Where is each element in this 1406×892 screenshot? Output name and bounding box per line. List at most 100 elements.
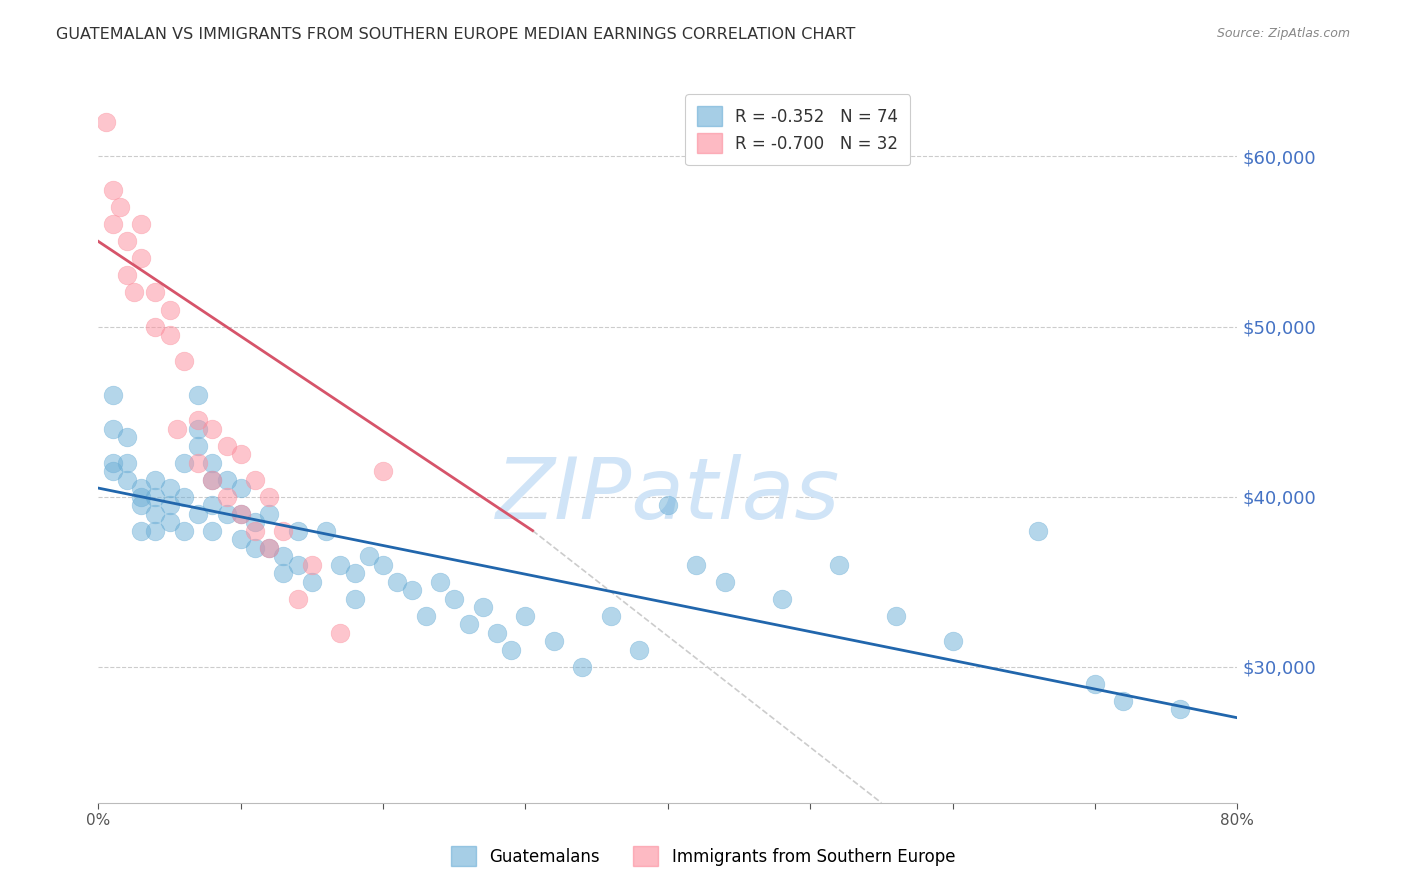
- Guatemalans: [201, 498, 224, 512]
- Text: ZIPatlas: ZIPatlas: [496, 454, 839, 537]
- Guatemalans: [145, 473, 167, 487]
- Guatemalans: [201, 473, 224, 487]
- Guatemalans: [387, 574, 409, 589]
- Guatemalans: [429, 574, 451, 589]
- Guatemalans: [159, 515, 181, 529]
- Guatemalans: [273, 549, 295, 563]
- Guatemalans: [543, 634, 565, 648]
- Guatemalans: [343, 591, 366, 606]
- Immigrants from Southern Europe: [215, 439, 238, 453]
- Legend: Guatemalans, Immigrants from Southern Europe: Guatemalans, Immigrants from Southern Eu…: [443, 838, 963, 875]
- Guatemalans: [315, 524, 337, 538]
- Immigrants from Southern Europe: [173, 353, 195, 368]
- Guatemalans: [770, 591, 793, 606]
- Guatemalans: [457, 617, 479, 632]
- Immigrants from Southern Europe: [329, 625, 352, 640]
- Immigrants from Southern Europe: [243, 524, 266, 538]
- Guatemalans: [243, 515, 266, 529]
- Immigrants from Southern Europe: [115, 268, 138, 283]
- Guatemalans: [159, 498, 181, 512]
- Guatemalans: [187, 387, 209, 401]
- Immigrants from Southern Europe: [101, 183, 124, 197]
- Guatemalans: [259, 541, 281, 555]
- Guatemalans: [115, 456, 138, 470]
- Guatemalans: [159, 481, 181, 495]
- Guatemalans: [600, 608, 623, 623]
- Guatemalans: [145, 490, 167, 504]
- Guatemalans: [515, 608, 537, 623]
- Guatemalans: [1112, 694, 1135, 708]
- Guatemalans: [1084, 677, 1107, 691]
- Guatemalans: [145, 524, 167, 538]
- Immigrants from Southern Europe: [259, 541, 281, 555]
- Guatemalans: [628, 642, 651, 657]
- Guatemalans: [415, 608, 437, 623]
- Guatemalans: [329, 558, 352, 572]
- Guatemalans: [714, 574, 737, 589]
- Guatemalans: [343, 566, 366, 581]
- Immigrants from Southern Europe: [145, 285, 167, 300]
- Guatemalans: [486, 625, 509, 640]
- Immigrants from Southern Europe: [94, 115, 117, 129]
- Immigrants from Southern Europe: [166, 421, 188, 435]
- Text: GUATEMALAN VS IMMIGRANTS FROM SOUTHERN EUROPE MEDIAN EARNINGS CORRELATION CHART: GUATEMALAN VS IMMIGRANTS FROM SOUTHERN E…: [56, 27, 856, 42]
- Guatemalans: [884, 608, 907, 623]
- Immigrants from Southern Europe: [101, 218, 124, 232]
- Guatemalans: [401, 583, 423, 598]
- Immigrants from Southern Europe: [287, 591, 309, 606]
- Guatemalans: [942, 634, 965, 648]
- Immigrants from Southern Europe: [301, 558, 323, 572]
- Immigrants from Southern Europe: [145, 319, 167, 334]
- Text: Source: ZipAtlas.com: Source: ZipAtlas.com: [1216, 27, 1350, 40]
- Guatemalans: [187, 507, 209, 521]
- Guatemalans: [229, 507, 252, 521]
- Guatemalans: [173, 456, 195, 470]
- Immigrants from Southern Europe: [159, 328, 181, 343]
- Immigrants from Southern Europe: [129, 252, 152, 266]
- Guatemalans: [101, 464, 124, 478]
- Guatemalans: [145, 507, 167, 521]
- Guatemalans: [1026, 524, 1049, 538]
- Guatemalans: [828, 558, 851, 572]
- Immigrants from Southern Europe: [215, 490, 238, 504]
- Guatemalans: [501, 642, 523, 657]
- Guatemalans: [357, 549, 380, 563]
- Immigrants from Southern Europe: [129, 218, 152, 232]
- Guatemalans: [173, 524, 195, 538]
- Guatemalans: [129, 498, 152, 512]
- Guatemalans: [301, 574, 323, 589]
- Immigrants from Southern Europe: [373, 464, 395, 478]
- Immigrants from Southern Europe: [259, 490, 281, 504]
- Guatemalans: [373, 558, 395, 572]
- Guatemalans: [201, 524, 224, 538]
- Guatemalans: [187, 439, 209, 453]
- Guatemalans: [443, 591, 465, 606]
- Immigrants from Southern Europe: [122, 285, 145, 300]
- Guatemalans: [229, 532, 252, 546]
- Immigrants from Southern Europe: [273, 524, 295, 538]
- Immigrants from Southern Europe: [115, 235, 138, 249]
- Guatemalans: [173, 490, 195, 504]
- Legend: R = -0.352   N = 74, R = -0.700   N = 32: R = -0.352 N = 74, R = -0.700 N = 32: [685, 95, 910, 165]
- Guatemalans: [471, 600, 494, 615]
- Guatemalans: [685, 558, 707, 572]
- Guatemalans: [101, 421, 124, 435]
- Guatemalans: [1170, 702, 1192, 716]
- Guatemalans: [287, 524, 309, 538]
- Guatemalans: [215, 473, 238, 487]
- Guatemalans: [273, 566, 295, 581]
- Guatemalans: [229, 481, 252, 495]
- Immigrants from Southern Europe: [201, 421, 224, 435]
- Guatemalans: [287, 558, 309, 572]
- Guatemalans: [129, 524, 152, 538]
- Guatemalans: [115, 473, 138, 487]
- Guatemalans: [187, 421, 209, 435]
- Guatemalans: [243, 541, 266, 555]
- Guatemalans: [101, 456, 124, 470]
- Immigrants from Southern Europe: [201, 473, 224, 487]
- Guatemalans: [571, 659, 593, 673]
- Guatemalans: [129, 481, 152, 495]
- Immigrants from Southern Europe: [229, 447, 252, 461]
- Immigrants from Southern Europe: [159, 302, 181, 317]
- Immigrants from Southern Europe: [229, 507, 252, 521]
